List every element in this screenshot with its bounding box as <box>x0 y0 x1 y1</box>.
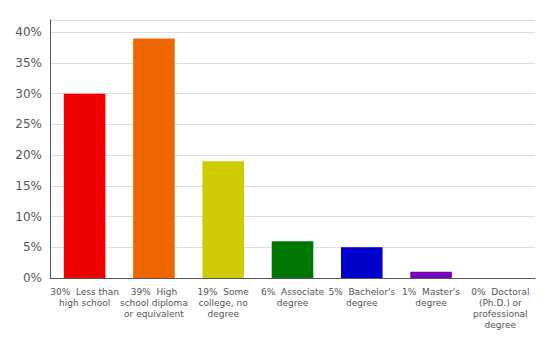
svg-text:5% Bachelor's: 5% Bachelor's <box>328 287 395 297</box>
svg-text:degree: degree <box>485 320 517 330</box>
svg-text:35%: 35% <box>15 56 42 70</box>
svg-text:degree: degree <box>415 298 447 308</box>
svg-text:30%: 30% <box>15 87 42 101</box>
svg-text:15%: 15% <box>15 179 42 193</box>
svg-text:1% Master's: 1% Master's <box>402 287 460 297</box>
svg-text:0% Doctoral: 0% Doctoral <box>471 287 529 297</box>
svg-text:or equivalent: or equivalent <box>124 309 184 319</box>
svg-text:39% High: 39% High <box>131 287 177 297</box>
svg-text:0%: 0% <box>23 271 42 285</box>
svg-text:degree: degree <box>346 298 378 308</box>
svg-text:40%: 40% <box>15 25 42 39</box>
svg-text:college, no: college, no <box>199 298 249 308</box>
svg-text:10%: 10% <box>15 210 42 224</box>
svg-text:20%: 20% <box>15 148 42 162</box>
svg-text:30% Less than: 30% Less than <box>50 287 119 297</box>
svg-text:25%: 25% <box>15 117 42 131</box>
svg-text:high school: high school <box>59 298 110 308</box>
svg-text:school diploma: school diploma <box>120 298 188 308</box>
svg-text:degree: degree <box>207 309 239 319</box>
svg-text:(Ph.D.) or: (Ph.D.) or <box>479 298 522 308</box>
svg-text:degree: degree <box>277 298 309 308</box>
svg-text:professional: professional <box>473 309 528 319</box>
svg-text:6% Associate: 6% Associate <box>261 287 325 297</box>
svg-text:5%: 5% <box>23 240 42 254</box>
svg-text:19% Some: 19% Some <box>198 287 250 297</box>
